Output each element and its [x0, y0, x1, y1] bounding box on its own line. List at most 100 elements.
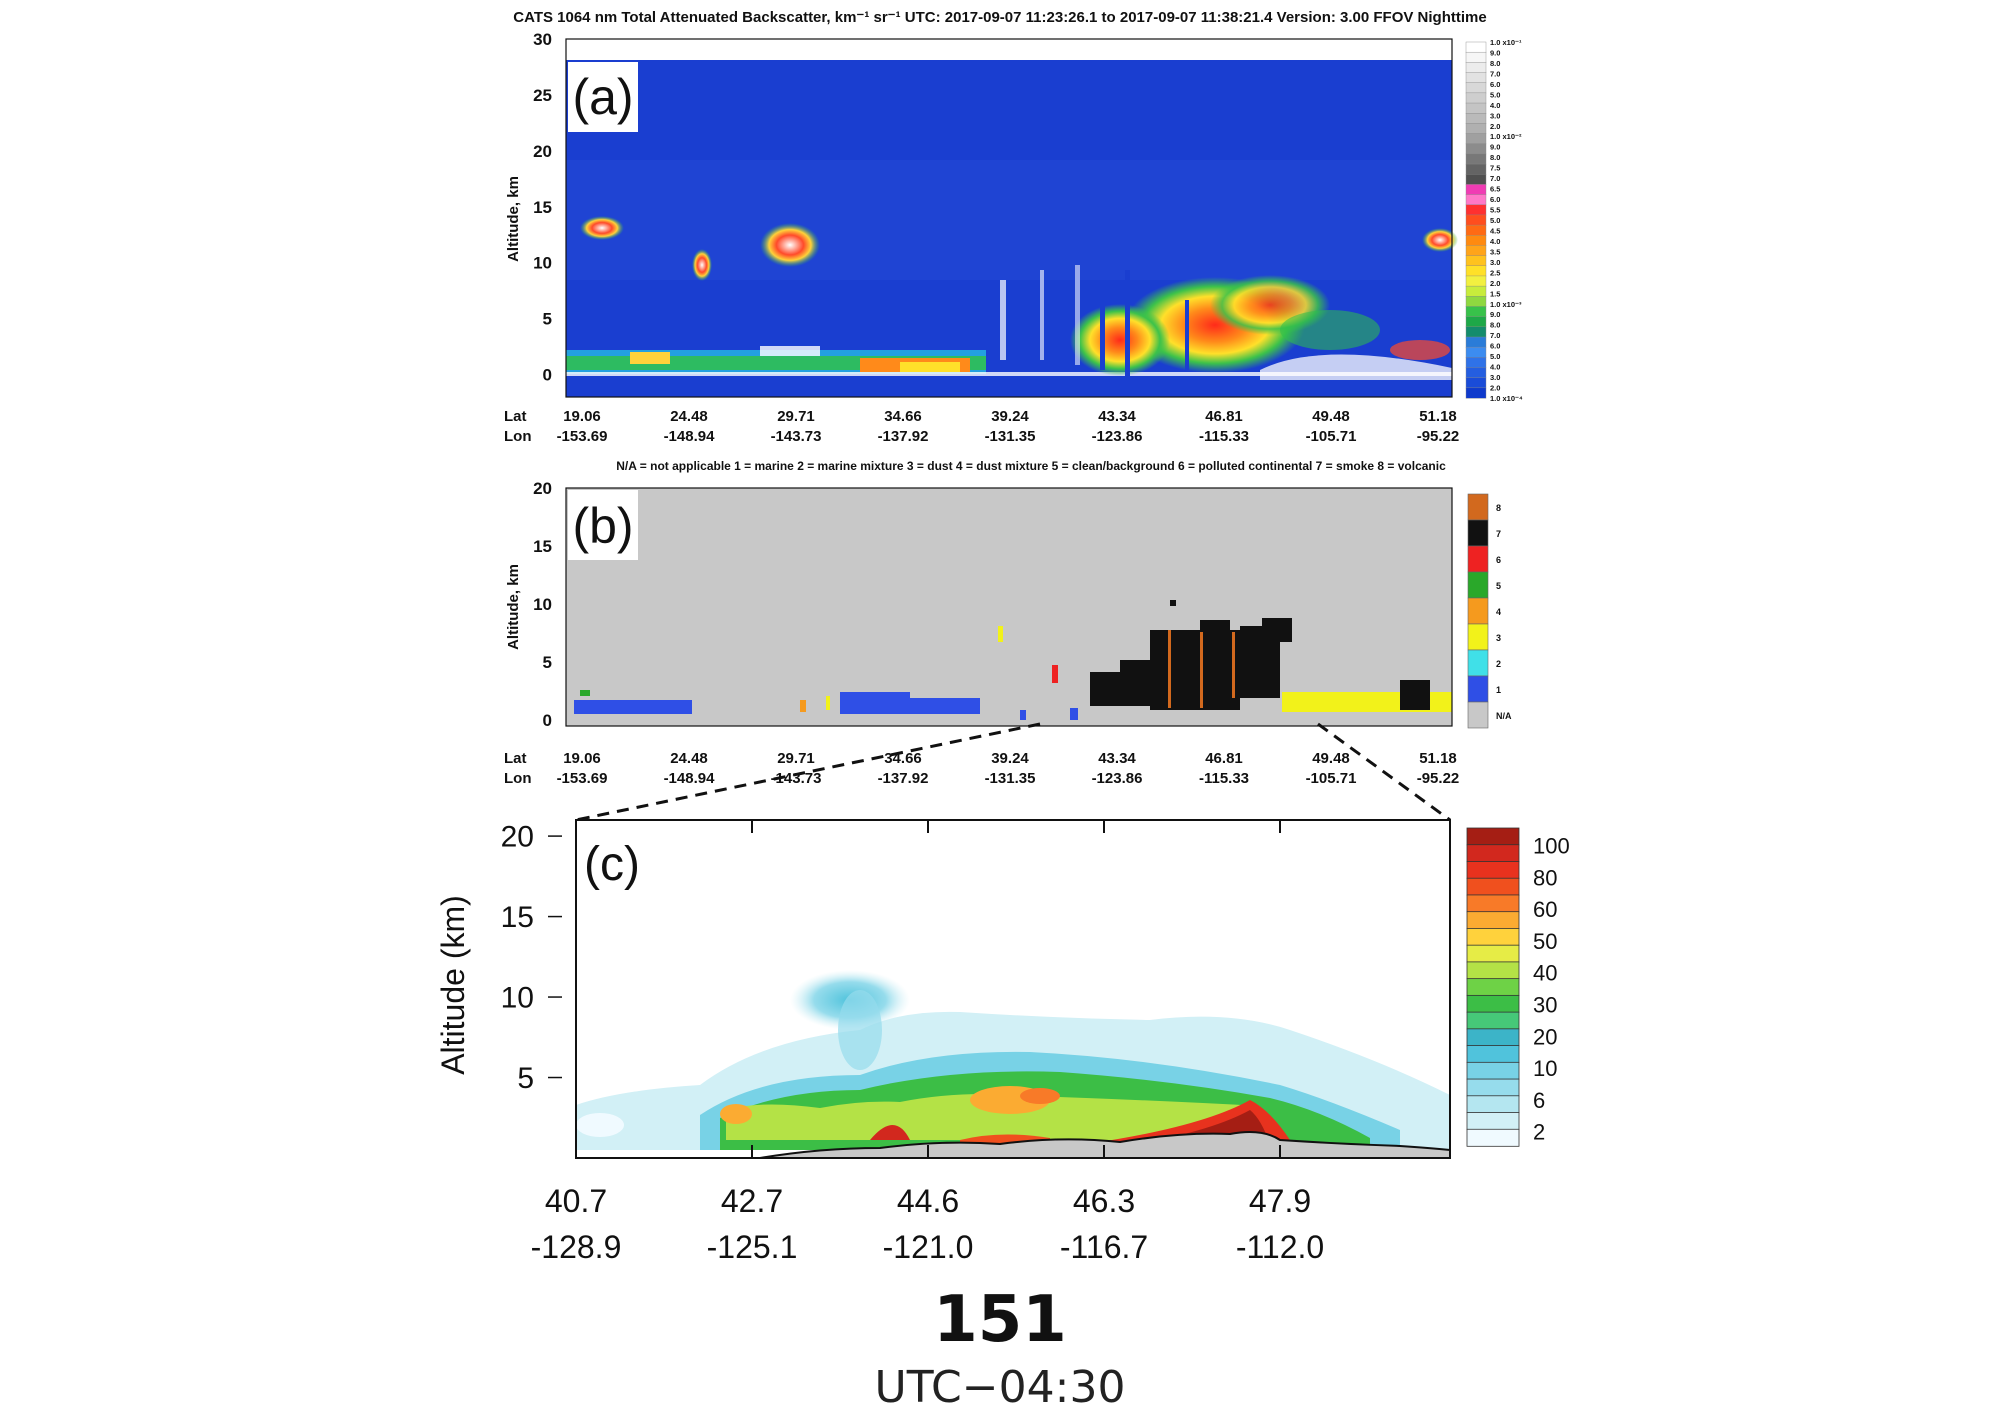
y-tick-label: 20 — [533, 479, 552, 498]
colorbar-swatch — [1465, 153, 1487, 165]
category-swatch — [1467, 701, 1489, 729]
lon-label: -123.86 — [1092, 428, 1143, 445]
colorbar-label: 6.0 — [1490, 342, 1500, 351]
category-swatch — [1467, 545, 1489, 573]
panel-a: CATS 1064 nm Total Attenuated Backscatte… — [504, 9, 1523, 445]
lat-label: 51.18 — [1419, 750, 1457, 767]
category-label: 7 — [1496, 529, 1501, 539]
colorbar-swatch — [1465, 41, 1487, 53]
colorbar-label: 6.0 — [1490, 195, 1500, 204]
panel-c-y-axis-label: Altitude (km) — [435, 895, 471, 1075]
colorbar-swatch — [1465, 255, 1487, 267]
colorbar-label: 5.0 — [1490, 90, 1500, 99]
colorbar-label: 20 — [1533, 1024, 1557, 1049]
caption-number: 151 — [933, 1283, 1067, 1357]
lon-label: -105.71 — [1306, 428, 1357, 445]
y-tick-label: 5 — [517, 1062, 534, 1095]
lon-label: -116.7 — [1060, 1229, 1148, 1265]
panel-b-lat-lon-labels: 19.06 -153.69 24.48 -148.94 29.71 -143.73 34.6… — [557, 750, 1460, 787]
colorbar-label: 4.0 — [1490, 101, 1500, 110]
panel-b-y-axis-label: Altitude, km — [505, 564, 522, 650]
lon-label: -137.92 — [878, 770, 929, 787]
lat-label: 51.18 — [1419, 408, 1457, 425]
colorbar-swatch — [1466, 978, 1520, 997]
y-tick-label: 20 — [501, 821, 534, 854]
category-swatch — [1467, 675, 1489, 703]
colorbar-label: 40 — [1533, 961, 1557, 986]
colorbar-label: 2.0 — [1490, 384, 1500, 393]
category-label: 6 — [1496, 555, 1501, 565]
colorbar-label: 6.5 — [1490, 185, 1500, 194]
colorbar-label: 5.0 — [1490, 216, 1500, 225]
colorbar-swatch — [1465, 62, 1487, 74]
colorbar-label: 6.0 — [1490, 80, 1500, 89]
lon-label: -143.73 — [771, 770, 822, 787]
panel-a-smoke-plume — [1000, 265, 1452, 380]
panel-b: N/A = not applicable 1 = marine 2 = mari… — [504, 459, 1512, 787]
colorbar-label: 4.0 — [1490, 363, 1500, 372]
colorbar-swatch — [1465, 184, 1487, 196]
y-tick-label: 0 — [543, 366, 552, 385]
lon-label: -115.33 — [1199, 428, 1249, 445]
colorbar-swatch — [1466, 1128, 1520, 1147]
colorbar-label: 2.0 — [1490, 279, 1500, 288]
colorbar-swatch — [1465, 377, 1487, 389]
colorbar-label: 2.0 — [1490, 122, 1500, 131]
lat-label: 46.81 — [1205, 408, 1243, 425]
lat-label: 29.71 — [777, 750, 815, 767]
colorbar-label: 3.0 — [1490, 258, 1500, 267]
lat-label: 24.48 — [670, 408, 708, 425]
colorbar-swatch — [1466, 1028, 1520, 1047]
category-label: 2 — [1496, 659, 1501, 669]
colorbar-swatch — [1465, 133, 1487, 145]
colorbar-swatch — [1465, 316, 1487, 328]
colorbar-label: 30 — [1533, 992, 1557, 1017]
category-label: 1 — [1496, 685, 1501, 695]
panel-b-legend-text: N/A = not applicable 1 = marine 2 = mari… — [616, 459, 1446, 473]
lat-label: 39.24 — [991, 408, 1029, 425]
colorbar-swatch — [1465, 82, 1487, 94]
lat-label: 47.9 — [1249, 1183, 1311, 1219]
lat-label: 29.71 — [777, 408, 815, 425]
lon-label: -131.35 — [985, 770, 1036, 787]
y-tick-label: 15 — [501, 901, 534, 934]
colorbar-swatch — [1466, 1011, 1520, 1030]
colorbar-swatch — [1466, 1078, 1520, 1097]
colorbar-swatch — [1465, 102, 1487, 114]
panel-b-plot-area — [566, 488, 1452, 726]
colorbar-label: 7.5 — [1490, 164, 1500, 173]
colorbar-label: 8.0 — [1490, 59, 1500, 68]
lon-label: -153.69 — [557, 770, 608, 787]
colorbar-swatch — [1465, 143, 1487, 155]
colorbar-label: 3.0 — [1490, 111, 1500, 120]
colorbar-label: 80 — [1533, 865, 1557, 890]
panel-a-lat-lon-labels: 19.06 -153.69 24.48 -148.94 29.71 -143.73 34.6… — [557, 408, 1460, 445]
panel-a-upper-haze — [566, 160, 1452, 280]
colorbar-swatch — [1465, 235, 1487, 246]
panel-b-label: (b) — [572, 498, 633, 554]
lon-label: -148.94 — [664, 428, 716, 445]
colorbar-label: 1.5 — [1490, 289, 1500, 298]
colorbar-swatch — [1465, 214, 1487, 226]
category-label: N/A — [1496, 711, 1512, 721]
lon-label: -125.1 — [707, 1229, 798, 1265]
colorbar-swatch — [1466, 1112, 1520, 1130]
colorbar-swatch — [1465, 306, 1487, 318]
colorbar-label: 3.5 — [1490, 247, 1500, 256]
colorbar-swatch — [1465, 245, 1487, 257]
colorbar-swatch — [1466, 877, 1520, 896]
category-swatch — [1467, 571, 1489, 599]
y-tick-label: 20 — [533, 142, 552, 161]
colorbar-label: 1.0 x10⁻¹ — [1490, 38, 1522, 47]
lat-label: 49.48 — [1312, 750, 1350, 767]
panel-a-lon-row-label: Lon — [504, 428, 532, 445]
colorbar-swatch — [1466, 844, 1520, 863]
category-swatch — [1467, 519, 1489, 547]
colorbar-swatch — [1465, 204, 1487, 216]
colorbar-label: 2.5 — [1490, 268, 1500, 277]
lat-label: 34.66 — [884, 750, 922, 767]
lat-label: 42.7 — [721, 1183, 783, 1219]
lon-label: -128.9 — [531, 1229, 622, 1265]
colorbar-swatch — [1465, 112, 1487, 124]
y-tick-label: 5 — [543, 310, 552, 329]
